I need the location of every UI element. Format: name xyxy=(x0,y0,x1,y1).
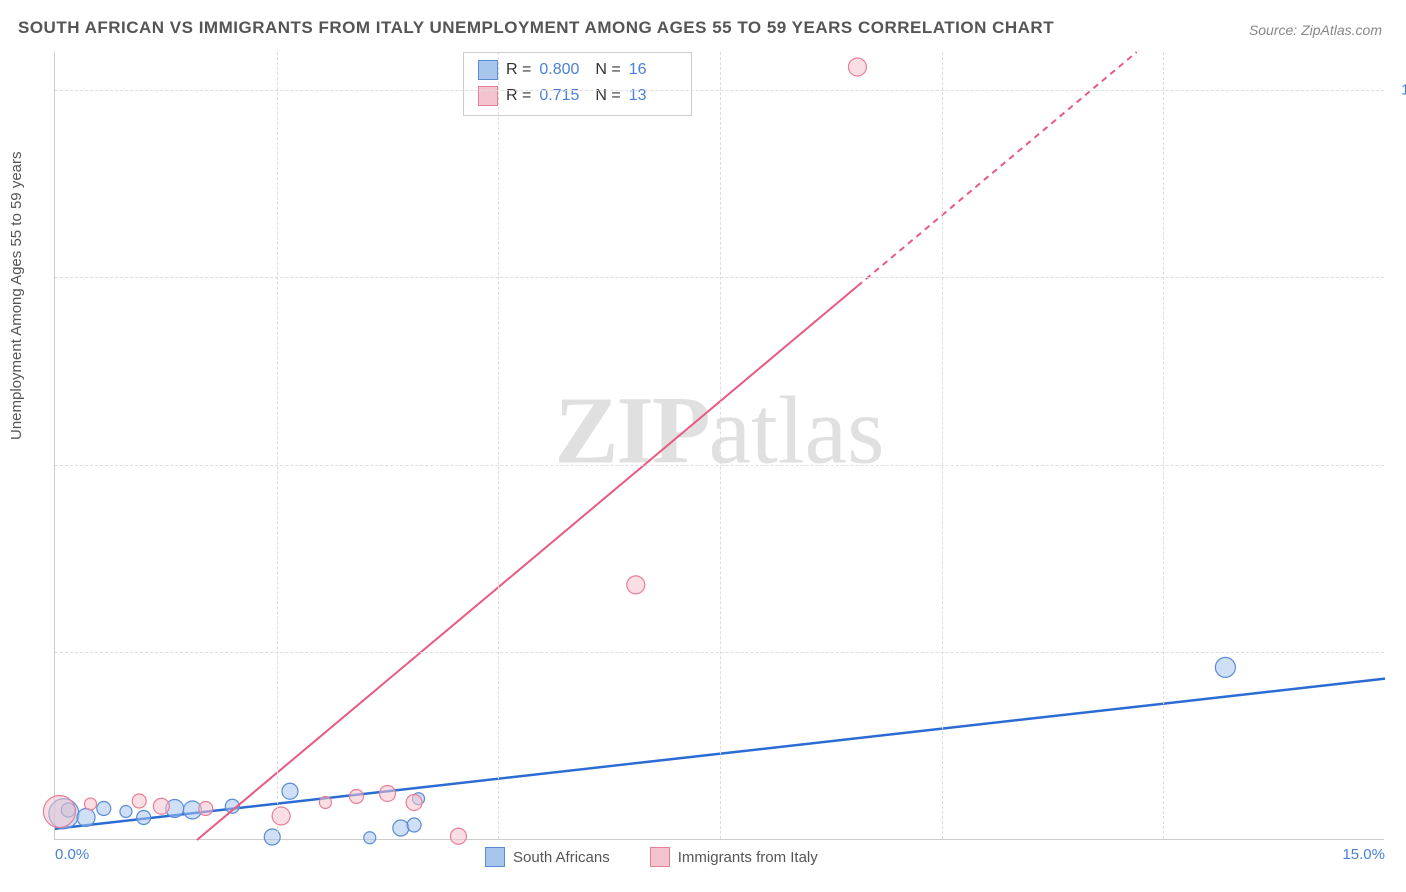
legend-label: Immigrants from Italy xyxy=(678,849,818,866)
source-attribution: Source: ZipAtlas.com xyxy=(1249,22,1382,38)
x-tick-label: 15.0% xyxy=(1342,846,1385,863)
y-tick-label: 50.0% xyxy=(1392,456,1406,473)
stat-r-value: 0.800 xyxy=(539,61,587,79)
gridline-v xyxy=(277,52,278,839)
series-swatch xyxy=(478,60,498,80)
y-tick-label: 25.0% xyxy=(1392,644,1406,661)
stats-box: R = 0.800 N = 16 R = 0.715 N = 13 xyxy=(463,52,692,116)
legend-item: Immigrants from Italy xyxy=(650,847,818,867)
plot-area: ZIPatlas R = 0.800 N = 16 R = 0.715 N = … xyxy=(54,52,1384,840)
legend: South Africans Immigrants from Italy xyxy=(485,847,818,867)
y-tick-label: 100.0% xyxy=(1392,81,1406,98)
stat-n-label: N = xyxy=(595,61,620,79)
x-tick-label: 0.0% xyxy=(55,846,89,863)
legend-swatch xyxy=(485,847,505,867)
legend-label: South Africans xyxy=(513,849,610,866)
stats-row: R = 0.800 N = 16 xyxy=(478,57,677,83)
gridline-v xyxy=(498,52,499,839)
stat-n-value: 16 xyxy=(629,61,677,79)
gridline-v xyxy=(720,52,721,839)
gridline-v xyxy=(1163,52,1164,839)
stats-row: R = 0.715 N = 13 xyxy=(478,83,677,109)
legend-swatch xyxy=(650,847,670,867)
legend-item: South Africans xyxy=(485,847,610,867)
y-tick-label: 75.0% xyxy=(1392,269,1406,286)
gridline-v xyxy=(942,52,943,839)
chart-title: SOUTH AFRICAN VS IMMIGRANTS FROM ITALY U… xyxy=(18,18,1054,38)
y-axis-label: Unemployment Among Ages 55 to 59 years xyxy=(8,151,25,440)
stat-r-label: R = xyxy=(506,61,531,79)
